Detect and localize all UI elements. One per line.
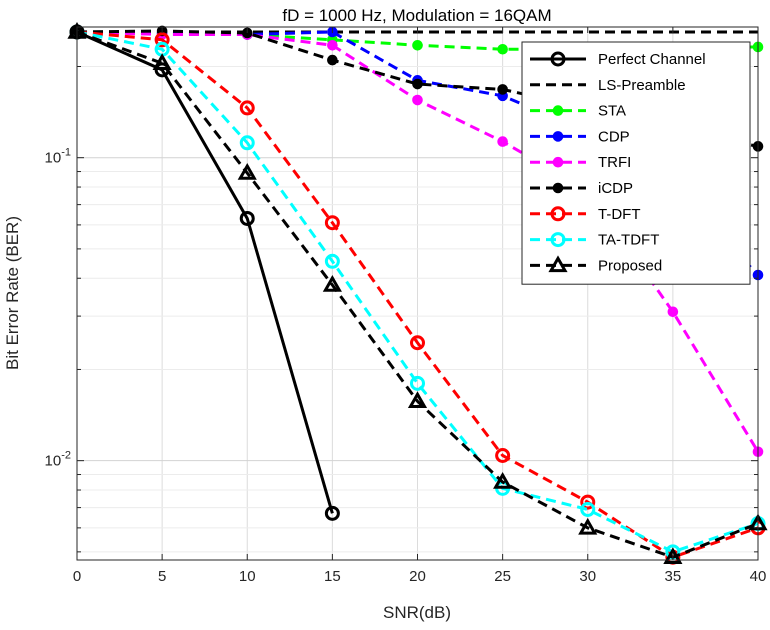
x-axis-label: SNR(dB) [383, 603, 451, 622]
legend-label: iCDP [598, 180, 633, 197]
data-point [239, 135, 255, 151]
legend-entry: TA-TDFT [530, 232, 659, 249]
data-point [327, 54, 338, 66]
data-point [410, 335, 425, 351]
data-point [239, 100, 255, 116]
data-point [667, 306, 679, 318]
data-point [154, 62, 170, 78]
data-point [154, 32, 170, 48]
legend-entry: Proposed [530, 255, 662, 274]
data-point [324, 253, 340, 269]
data-point [497, 84, 508, 95]
legend-entry: STA [530, 103, 626, 120]
legend-label: LS-Preamble [598, 77, 686, 94]
data-point [497, 136, 508, 147]
data-point [237, 162, 257, 180]
data-point [412, 78, 423, 90]
x-tick-label: 10 [239, 568, 256, 585]
data-point [497, 43, 508, 55]
series-line [76, 30, 759, 554]
legend-label: STA [598, 103, 626, 120]
series-line [76, 30, 334, 514]
y-tick-label: 10-1 [45, 147, 71, 167]
data-point [412, 94, 423, 106]
series-t-dft [69, 24, 766, 565]
data-point [410, 375, 425, 391]
x-tick-label: 30 [579, 568, 596, 585]
data-point [552, 131, 564, 142]
legend-label: TA-TDFT [598, 232, 659, 249]
x-tick-label: 35 [665, 568, 682, 585]
data-point [493, 472, 513, 489]
legend-label: CDP [598, 128, 630, 145]
series-perfect-channel [69, 24, 340, 521]
y-tick-label: 10-2 [45, 450, 71, 470]
data-point [580, 501, 596, 517]
data-point [322, 274, 342, 292]
data-point [407, 391, 428, 409]
data-point [550, 232, 566, 248]
chart-title: fD = 1000 Hz, Modulation = 16QAM [282, 6, 551, 25]
series-line [76, 30, 759, 559]
data-point [550, 51, 566, 67]
legend-label: Perfect Channel [598, 51, 706, 68]
data-point [495, 447, 511, 463]
x-tick-label: 15 [324, 568, 341, 585]
data-point [663, 547, 683, 564]
legend-entry: iCDP [530, 180, 633, 197]
data-point [550, 206, 566, 222]
x-tick-label: 0 [73, 568, 81, 585]
data-point [324, 505, 340, 521]
legend-entry: LS-Preamble [530, 77, 686, 94]
data-point [552, 105, 564, 116]
y-axis-label: Bit Error Rate (BER) [3, 216, 22, 370]
legend-entry: T-DFT [530, 206, 641, 223]
legend-label: T-DFT [598, 206, 641, 223]
data-point [239, 210, 255, 226]
legend-label: Proposed [598, 257, 662, 274]
data-point [552, 156, 564, 168]
legend-entry: TRFI [530, 154, 631, 171]
data-point [548, 255, 568, 273]
x-tick-label: 5 [158, 568, 166, 585]
legend: Perfect Channel LS-Preamble STA CDP TRFI iCDP… [521, 41, 751, 285]
x-tick-label: 20 [409, 568, 426, 585]
legend-label: TRFI [598, 154, 631, 171]
x-tick-label: 25 [494, 568, 511, 585]
x-tick-label: 40 [750, 568, 767, 585]
data-point [578, 517, 598, 535]
data-point [552, 182, 564, 194]
data-point [324, 215, 340, 231]
series-line [76, 30, 759, 559]
plot-series [67, 21, 768, 565]
data-point [580, 494, 596, 510]
data-point [327, 39, 338, 51]
legend-entry: CDP [530, 128, 630, 145]
legend-entry: Perfect Channel [530, 51, 706, 68]
data-point [412, 39, 423, 51]
